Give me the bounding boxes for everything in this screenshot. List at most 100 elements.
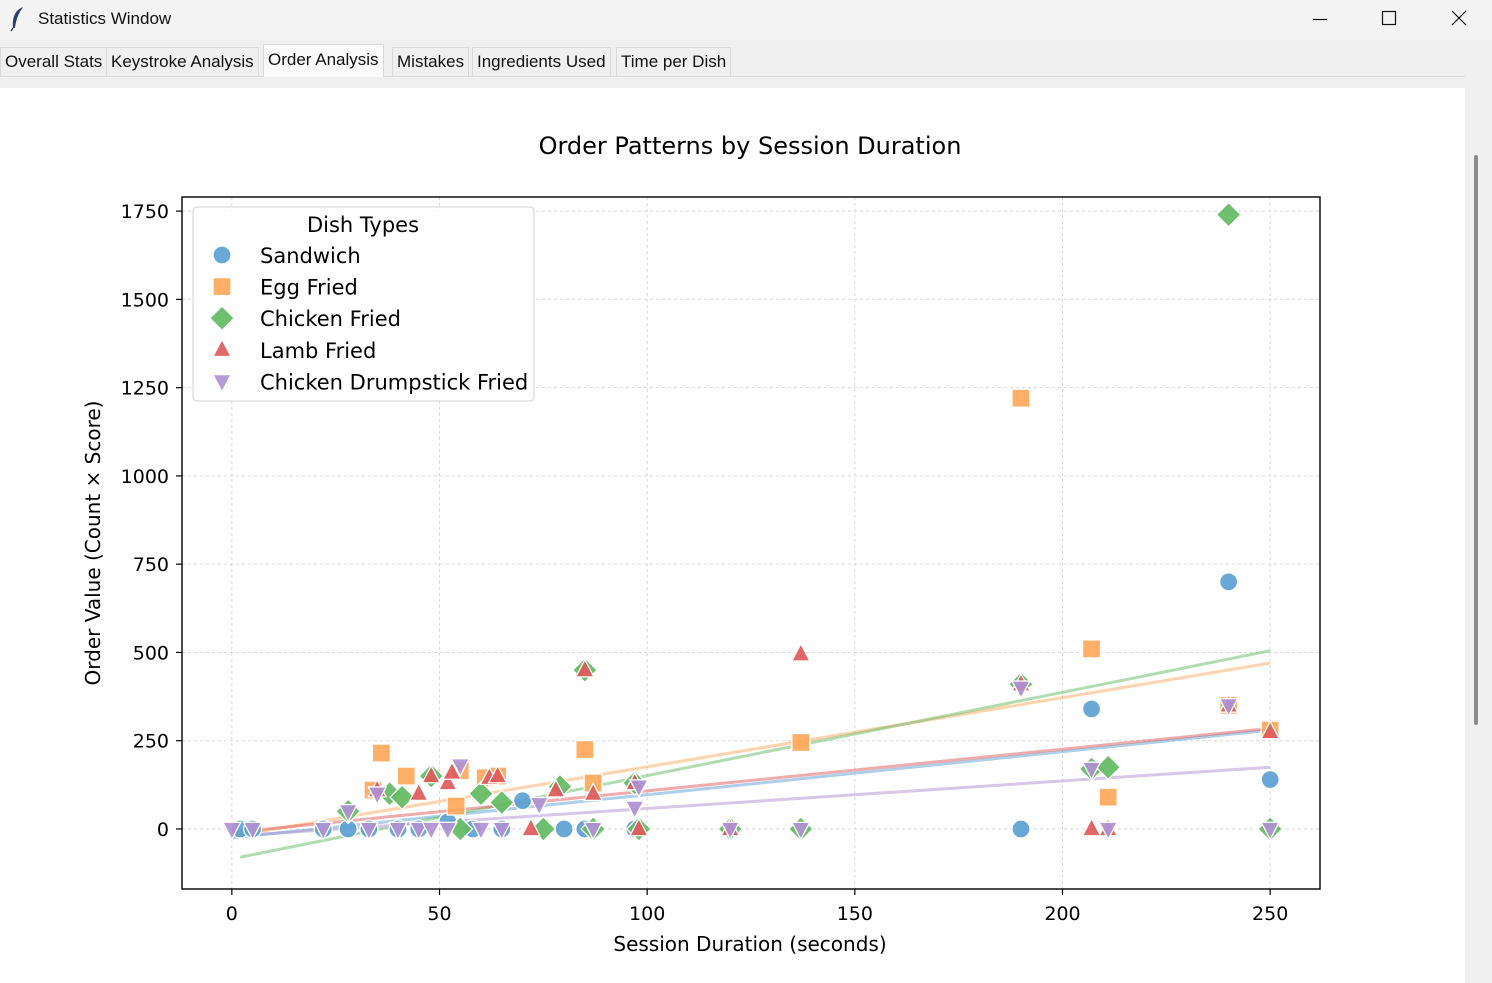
data-point-triangle-down [624, 800, 645, 820]
minimize-icon [1313, 18, 1327, 21]
tab-time-per-dish[interactable]: Time per Dish [616, 47, 732, 76]
data-point-triangle-up [520, 817, 541, 837]
data-point-triangle-down [720, 821, 741, 841]
trend-line-3 [231, 726, 1271, 835]
data-point-triangle-down [529, 796, 550, 817]
tab-overall-stats[interactable]: Overall Stats [0, 47, 108, 76]
x-tick-label: 200 [1044, 903, 1080, 925]
close-icon [1451, 10, 1467, 26]
data-point-triangle-down [1098, 821, 1119, 841]
data-point-triangle-down [437, 821, 458, 841]
data-point-triangle-down [1218, 698, 1239, 718]
y-axis-label: Order Value (Count × Score) [81, 401, 105, 686]
data-point-triangle-up [421, 764, 442, 784]
legend-marker-2 [208, 305, 236, 332]
data-point-square [1098, 787, 1118, 807]
y-tick-label: 1500 [121, 289, 169, 311]
legend-marker-0 [212, 245, 232, 265]
data-point-diamond [389, 784, 416, 811]
chart-title: Order Patterns by Session Duration [539, 132, 962, 160]
data-point-diamond [1215, 201, 1242, 228]
data-point-triangle-down [408, 821, 429, 841]
legend-label-1: Egg Fried [260, 276, 358, 300]
data-point-square [1081, 639, 1102, 659]
data-point-triangle-up [1081, 817, 1102, 837]
data-point-triangle-down [313, 821, 334, 841]
data-point-square [371, 743, 392, 763]
data-point-triangle-down [1010, 680, 1032, 700]
legend-title: Dish Types [307, 213, 419, 237]
legend-marker-4 [211, 373, 233, 394]
close-button[interactable] [1424, 0, 1492, 40]
legend-marker-1 [212, 276, 232, 297]
data-point-triangle-up [487, 764, 508, 784]
x-tick-label: 50 [427, 903, 451, 925]
data-point-triangle-down [583, 821, 604, 841]
data-point-diamond [488, 789, 515, 816]
y-tick-label: 250 [133, 731, 169, 753]
x-axis-label: Session Duration (seconds) [613, 932, 886, 956]
data-point-triangle-down [221, 821, 242, 841]
data-point-circle [1218, 572, 1239, 592]
tab-order-analysis[interactable]: Order Analysis [263, 44, 384, 77]
data-point-triangle-down [421, 821, 442, 841]
data-point-triangle-up [408, 781, 429, 802]
window-title: Statistics Window [38, 9, 172, 28]
data-point-triangle-down [1081, 761, 1102, 781]
data-point-triangle-down [242, 821, 263, 841]
x-tick-label: 100 [629, 903, 665, 925]
title-bar: Statistics Window [0, 0, 1492, 40]
y-tick-label: 0 [157, 819, 169, 841]
maximize-button[interactable] [1354, 0, 1422, 40]
data-point-triangle-down [367, 786, 388, 806]
chart-panel: Order Patterns by Session Duration 0 50 10… [0, 88, 1465, 983]
tab-mistakes[interactable]: Mistakes [392, 47, 470, 76]
y-tick-label: 500 [133, 642, 169, 664]
data-point-triangle-down [387, 821, 409, 841]
tab-bar: Overall Stats Keystroke Analysis Order A… [0, 44, 1492, 77]
feather-icon [10, 7, 23, 32]
y-tick-label: 1750 [121, 201, 169, 223]
x-tick-label: 150 [837, 903, 873, 925]
tab-ingredients-used[interactable]: Ingredients Used [472, 47, 611, 76]
data-point-triangle-down [470, 821, 492, 841]
data-point-triangle-up [1260, 720, 1281, 740]
y-tick-label: 1000 [121, 466, 169, 488]
scrollbar-thumb[interactable] [1474, 155, 1478, 725]
vertical-scrollbar[interactable] [1465, 76, 1492, 983]
data-point-triangle-down [1260, 821, 1281, 841]
data-point-triangle-down [338, 803, 359, 824]
x-tick-label: 250 [1252, 903, 1288, 925]
data-point-triangle-up [583, 781, 604, 802]
data-point-square [446, 796, 466, 816]
data-point-circle [512, 791, 533, 811]
data-point-circle [554, 819, 574, 839]
data-point-triangle-up [628, 817, 649, 837]
data-point-triangle-up [574, 658, 595, 678]
data-point-diamond [467, 780, 495, 807]
legend: Dish Types Sandwich Egg Fried Chicken Frie… [192, 206, 535, 402]
data-point-square [575, 739, 595, 760]
legend-label-4: Chicken Drumpstick Fried [260, 370, 528, 394]
data-point-circle [1081, 699, 1102, 719]
data-point-triangle-down [450, 758, 471, 778]
data-point-triangle-up [437, 771, 458, 791]
data-point-circle [1011, 819, 1031, 839]
y-tick-label: 750 [133, 554, 169, 576]
data-point-triangle-down [358, 821, 379, 841]
data-point-triangle-up [790, 642, 811, 662]
data-point-triangle-up [441, 760, 463, 780]
minimize-button[interactable] [1286, 0, 1354, 40]
tab-keystroke-analysis[interactable]: Keystroke Analysis [106, 47, 259, 76]
trend-line-0 [231, 728, 1271, 840]
data-point-triangle-down [628, 779, 649, 799]
data-point-square [791, 732, 811, 753]
legend-label-0: Sandwich [260, 244, 361, 268]
data-point-circle [1260, 769, 1280, 790]
legend-marker-3 [211, 338, 233, 358]
data-point-triangle-down [790, 821, 811, 841]
maximize-icon [1381, 10, 1397, 26]
data-point-square [1011, 388, 1031, 408]
scatter-chart: Order Patterns by Session Duration 0 50 10… [81, 132, 1321, 956]
data-point-triangle-up [545, 778, 566, 798]
